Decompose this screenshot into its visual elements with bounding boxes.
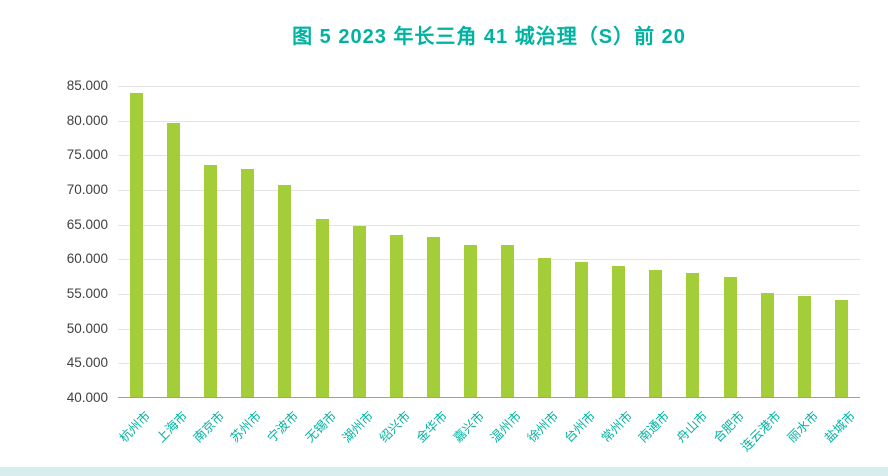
y-axis-tick-label: 65.000 (66, 216, 108, 232)
y-axis-tick-label: 50.000 (66, 320, 108, 336)
x-axis-label: 丽水市 (784, 408, 822, 446)
bar-slot (600, 86, 637, 398)
bar-slot (712, 86, 749, 398)
bar (167, 123, 181, 398)
x-axis-label: 南京市 (191, 408, 228, 446)
bar (760, 293, 774, 398)
bar-slot (749, 86, 786, 398)
bar-slot (563, 86, 600, 398)
x-axis-label: 无锡市 (302, 408, 339, 446)
bar-slot (526, 86, 563, 398)
x-axis-label: 上海市 (153, 408, 191, 446)
bar-slot (229, 86, 266, 398)
y-axis-tick-label: 80.000 (66, 112, 108, 128)
x-axis-label: 绍兴市 (376, 408, 413, 446)
bar (797, 296, 811, 398)
bar (463, 244, 477, 398)
bar-slot (674, 86, 711, 398)
x-axis-label: 南通市 (636, 408, 673, 446)
bar (612, 266, 626, 398)
x-axis-label: 金华市 (413, 408, 451, 446)
x-axis-label: 徐州市 (524, 408, 562, 446)
x-axis-label: 盐城市 (821, 408, 859, 446)
x-axis-label: 常州市 (599, 408, 636, 446)
bar-slot (118, 86, 155, 398)
x-axis-label: 杭州市 (116, 408, 154, 446)
bar-slot (378, 86, 415, 398)
bar (426, 237, 440, 398)
bar (241, 169, 255, 398)
y-axis-tick-label: 85.000 (66, 78, 108, 93)
gridline (118, 363, 860, 365)
bar (686, 272, 700, 398)
bar-slot (415, 86, 452, 398)
gridline (118, 328, 860, 330)
y-axis-tick-label: 70.000 (66, 182, 108, 197)
bar (649, 269, 663, 398)
bar-slot (489, 86, 526, 398)
bar (130, 92, 144, 398)
bar-slot (341, 86, 378, 398)
bar (538, 257, 552, 398)
bar-slot (452, 86, 489, 398)
x-axis-label: 温州市 (487, 408, 525, 446)
bar-slot (786, 86, 823, 398)
bar-slot (155, 86, 192, 398)
bar (834, 299, 848, 398)
gridline (118, 86, 860, 87)
y-axis-tick-label: 45.000 (66, 355, 108, 371)
bar (352, 226, 366, 398)
bar (389, 235, 403, 398)
x-axis-label: 嘉兴市 (450, 408, 488, 446)
y-axis: 40.000 45.000 50.000 55.000 60.000 65.000 70.0… (0, 0, 108, 476)
bar-slot (192, 86, 229, 398)
plot-area (118, 86, 860, 398)
bar (500, 245, 514, 398)
bar-series (118, 86, 860, 398)
gridline (118, 224, 860, 226)
gridline (118, 120, 860, 122)
x-axis-line (118, 397, 860, 398)
bar (278, 185, 292, 398)
bar-slot (303, 86, 340, 398)
x-axis-label: 苏州市 (228, 408, 265, 446)
bar (204, 165, 218, 398)
y-axis-tick-label: 75.000 (66, 147, 108, 163)
x-axis-label: 舟山市 (673, 408, 710, 446)
chart-title: 图 5 2023 年长三角 41 城治理（S）前 20 (292, 26, 686, 48)
bar (315, 219, 329, 398)
bar (575, 262, 589, 398)
gridline (118, 259, 860, 261)
bar-slot (823, 86, 860, 398)
bar (723, 277, 737, 398)
y-axis-tick-label: 60.000 (66, 251, 108, 267)
y-axis-tick-label: 40.000 (66, 390, 108, 405)
gridline (118, 294, 860, 295)
x-axis-label: 宁波市 (265, 408, 302, 446)
x-axis-label: 湖州市 (339, 408, 376, 446)
footer-accent-bar (0, 467, 888, 476)
gridline (118, 155, 860, 157)
x-axis-label: 台州市 (562, 408, 599, 446)
bar-slot (637, 86, 674, 398)
gridline (118, 190, 860, 191)
y-axis-tick-label: 55.000 (66, 286, 108, 301)
bar-slot (266, 86, 303, 398)
